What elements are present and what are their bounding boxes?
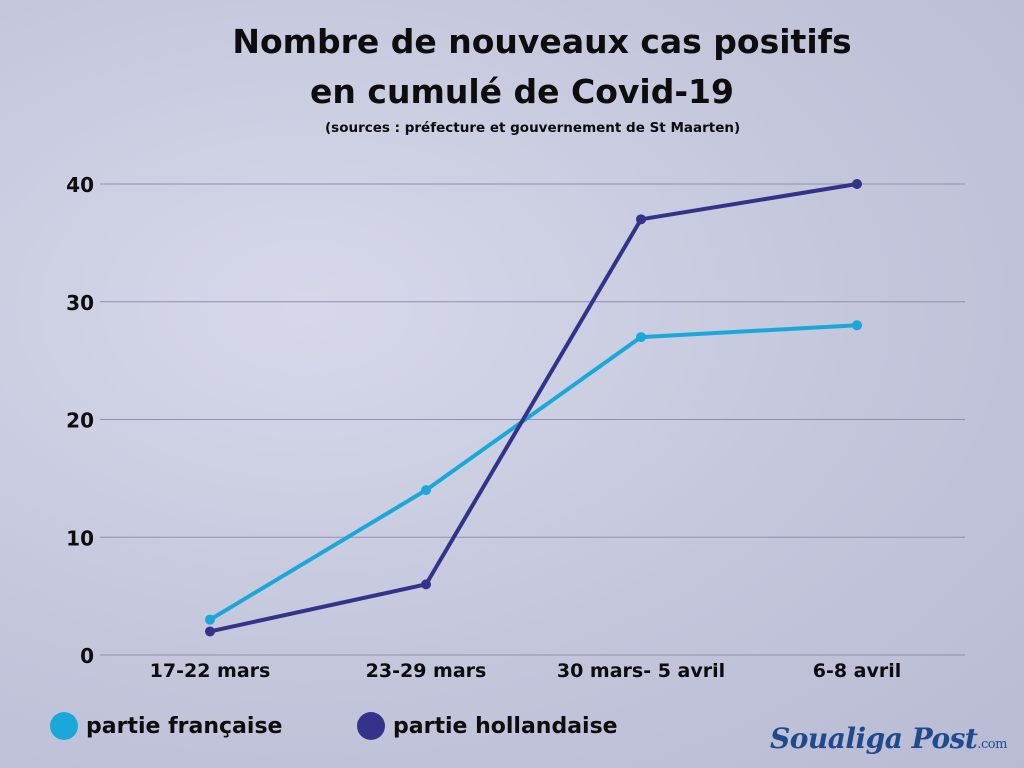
x-tick-label: 30 mars- 5 avril [557,660,725,682]
data-point [636,332,646,343]
y-tick-label: 40 [66,173,94,197]
chart-title-line1: Nombre de nouveaux cas positifs [232,22,852,61]
series-line-1 [209,182,858,634]
y-tick-label: 30 [66,291,94,315]
data-point [852,320,862,331]
legend-item-francaise: partie française [50,712,282,740]
y-tick-label: 10 [66,526,94,550]
data-point [205,614,215,625]
brand-logo: Soualiga Post.com [770,722,1007,755]
chart-subtitle: (sources : préfecture et gouvernement de… [325,120,741,136]
data-point [205,626,215,637]
x-tick-label: 17-22 mars [150,660,271,682]
y-tick-label: 0 [80,644,94,668]
legend-item-hollandaise: partie hollandaise [357,712,618,740]
legend-label-hollandaise: partie hollandaise [393,713,618,739]
data-point [421,579,431,590]
y-tick-label: 20 [66,409,94,433]
brand-domain: .com [977,737,1007,752]
data-point [852,179,862,189]
chart-title-line2: en cumulé de Covid-19 [310,72,734,111]
brand-name: Soualiga Post [770,722,978,755]
legend-label-francaise: partie française [86,713,283,739]
series-line-0 [208,323,858,622]
data-point [421,485,431,496]
data-point [636,214,646,225]
x-tick-label: 6-8 avril [813,660,902,682]
legend-swatch-hollandaise [357,712,385,740]
x-tick-label: 23-29 mars [366,660,487,682]
legend-swatch-francaise [50,712,78,740]
